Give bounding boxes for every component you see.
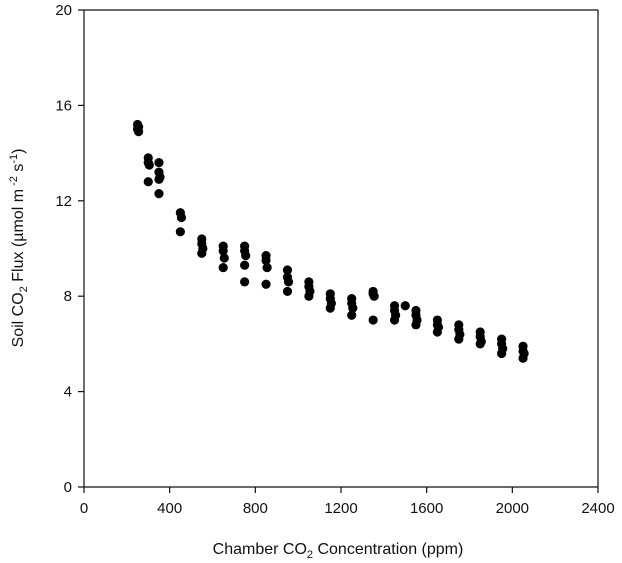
data-point	[143, 177, 153, 187]
data-point	[144, 160, 154, 170]
data-point	[325, 303, 335, 313]
x-tick-label: 1200	[324, 500, 357, 517]
data-point	[518, 353, 528, 363]
data-point	[389, 315, 400, 325]
y-axis-title-prefix: Soil CO	[10, 292, 27, 347]
y-axis-title-superscript-1: -2	[8, 176, 20, 189]
data-point	[241, 251, 251, 261]
data-point	[176, 212, 187, 223]
y-axis-title: Soil CO2 Flux (µmol m -2 s-1)	[8, 149, 30, 348]
data-point	[368, 315, 378, 325]
data-point	[240, 260, 250, 270]
data-point	[240, 277, 250, 287]
data-point	[475, 339, 485, 349]
data-point	[282, 265, 293, 275]
x-tick-label: 400	[157, 500, 182, 517]
x-tick-label: 0	[80, 500, 88, 517]
data-point	[304, 291, 314, 301]
x-axis-title: Chamber CO2 Concentration (ppm)	[213, 541, 464, 561]
data-points	[132, 119, 529, 363]
y-ticks: 0 4 8 12 16 20	[55, 2, 84, 496]
data-point	[134, 122, 144, 132]
data-point	[282, 286, 293, 297]
y-axis-title-suffix: )	[10, 149, 27, 154]
data-point	[219, 253, 229, 263]
x-tick-label: 2000	[496, 500, 529, 517]
y-tick-label: 12	[55, 193, 72, 210]
data-point	[454, 334, 464, 344]
data-point	[154, 158, 164, 168]
y-tick-label: 0	[64, 479, 72, 496]
data-point	[154, 189, 164, 199]
data-point	[411, 320, 421, 330]
y-tick-label: 4	[64, 384, 72, 401]
x-tick-label: 2400	[581, 500, 614, 517]
y-axis-title-mid: Flux (µmol m	[10, 189, 27, 286]
x-axis-title-suffix: Concentration (ppm)	[313, 541, 463, 558]
x-axis-title-subscript: 2	[307, 549, 313, 561]
data-point	[154, 174, 164, 184]
data-point	[369, 291, 379, 301]
data-point	[218, 246, 228, 256]
y-axis-title-mid2: s	[10, 164, 27, 176]
data-point	[175, 227, 185, 237]
y-tick-label: 20	[55, 2, 72, 19]
data-point	[432, 327, 442, 337]
data-point	[348, 303, 358, 313]
data-point	[262, 262, 272, 273]
y-axis-title-subscript: 2	[18, 286, 30, 292]
y-tick-label: 16	[55, 97, 72, 114]
data-point	[261, 255, 271, 266]
x-tick-label: 800	[243, 500, 268, 517]
data-point	[283, 277, 294, 287]
x-ticks: 0 400 800 1200 1600 2000 2400	[80, 487, 615, 517]
y-axis-title-superscript-2: -1	[8, 154, 20, 164]
data-point	[218, 262, 228, 273]
data-point	[261, 279, 271, 289]
data-point	[197, 248, 207, 258]
x-tick-label: 1600	[410, 500, 443, 517]
data-point	[400, 301, 410, 311]
y-tick-label: 8	[64, 288, 72, 305]
data-point	[497, 348, 507, 359]
plot-frame	[83, 9, 599, 488]
x-axis-title-prefix: Chamber CO	[213, 541, 307, 558]
data-point	[347, 310, 357, 320]
